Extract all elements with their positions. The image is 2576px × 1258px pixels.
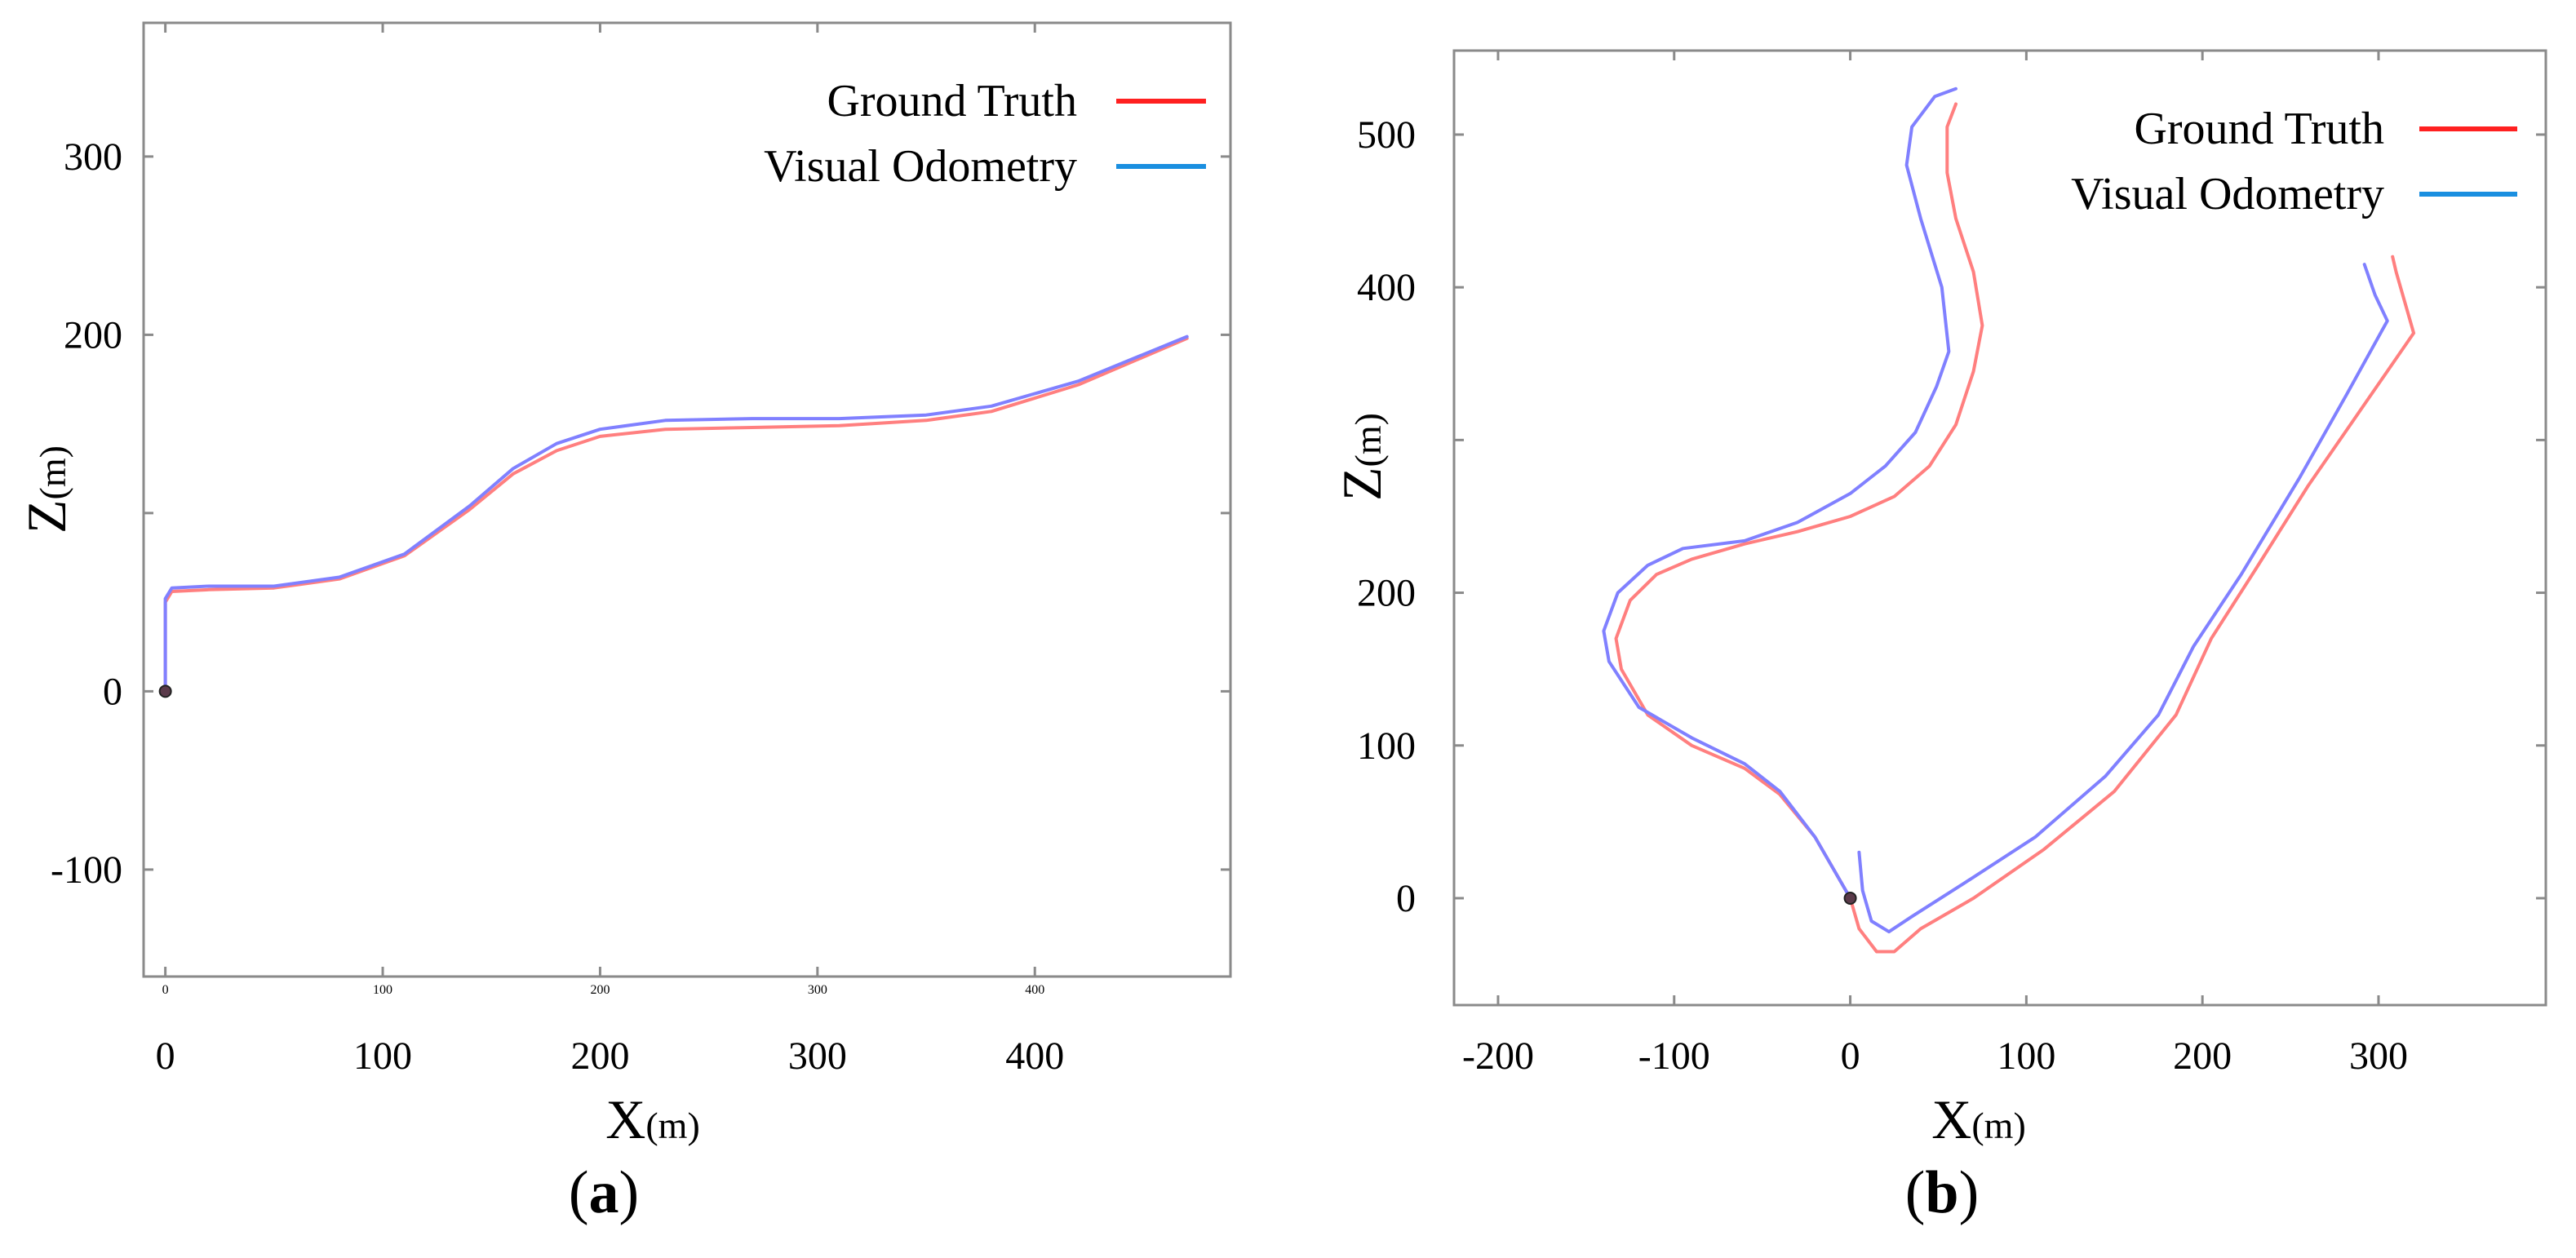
x-tick-label: 400 — [1005, 1034, 1064, 1078]
start-marker — [158, 684, 172, 698]
x-tick-label: 0 — [156, 1034, 175, 1078]
x-tick-label: 100 — [1997, 1034, 2055, 1078]
x-axis-label: X(m) — [1931, 1088, 2026, 1150]
ground-truth-line — [1848, 255, 2416, 954]
x-minor-tick-label: 0 — [162, 983, 169, 997]
x-tick-label: 100 — [353, 1034, 412, 1078]
x-tick-label: 0 — [1841, 1034, 1860, 1078]
x-minor-tick-label: 400 — [1025, 983, 1044, 997]
x-minor-tick-label: 300 — [808, 983, 827, 997]
legend-label: Ground Truth — [2134, 104, 2384, 154]
y-tick-label: 400 — [1357, 266, 1416, 309]
legend-label: Visual Odometry — [764, 141, 1077, 192]
x-axis-label: X(m) — [605, 1088, 700, 1150]
y-axis-label: Z(m) — [1331, 413, 1393, 501]
y-tick-label: 0 — [1396, 877, 1416, 920]
ground-truth-line — [1614, 102, 1984, 900]
x-tick-label: -100 — [1638, 1034, 1710, 1078]
panel-caption-b: (b) — [1904, 1159, 1980, 1226]
x-tick-label: -200 — [1462, 1034, 1534, 1078]
legend-label: Visual Odometry — [2071, 169, 2384, 219]
plot-frame — [142, 21, 1232, 978]
y-tick-label: 200 — [64, 313, 122, 357]
y-tick-label: -100 — [51, 848, 122, 892]
x-minor-tick-label: 200 — [590, 983, 610, 997]
x-tick-label: 300 — [788, 1034, 847, 1078]
ground-truth-line — [163, 336, 1189, 693]
y-tick-label: 200 — [1357, 572, 1416, 615]
visual-odometry-line — [1857, 263, 2389, 934]
x-tick-label: 300 — [2349, 1034, 2408, 1078]
y-tick-label: 300 — [64, 135, 122, 179]
y-tick-label: 500 — [1357, 113, 1416, 157]
legend-label: Ground Truth — [827, 76, 1077, 126]
visual-odometry-line — [1602, 86, 1957, 900]
y-axis-label: Z(m) — [16, 445, 78, 534]
visual-odometry-line — [163, 334, 1189, 693]
start-marker — [1843, 891, 1857, 905]
x-tick-label: 200 — [570, 1034, 629, 1078]
y-tick-label: 100 — [1357, 724, 1416, 768]
y-tick-label: 0 — [103, 670, 122, 713]
x-tick-label: 200 — [2173, 1034, 2232, 1078]
panel-caption-a: (a) — [568, 1159, 640, 1226]
x-minor-tick-label: 100 — [373, 983, 392, 997]
plot-frame — [1452, 49, 2547, 1007]
